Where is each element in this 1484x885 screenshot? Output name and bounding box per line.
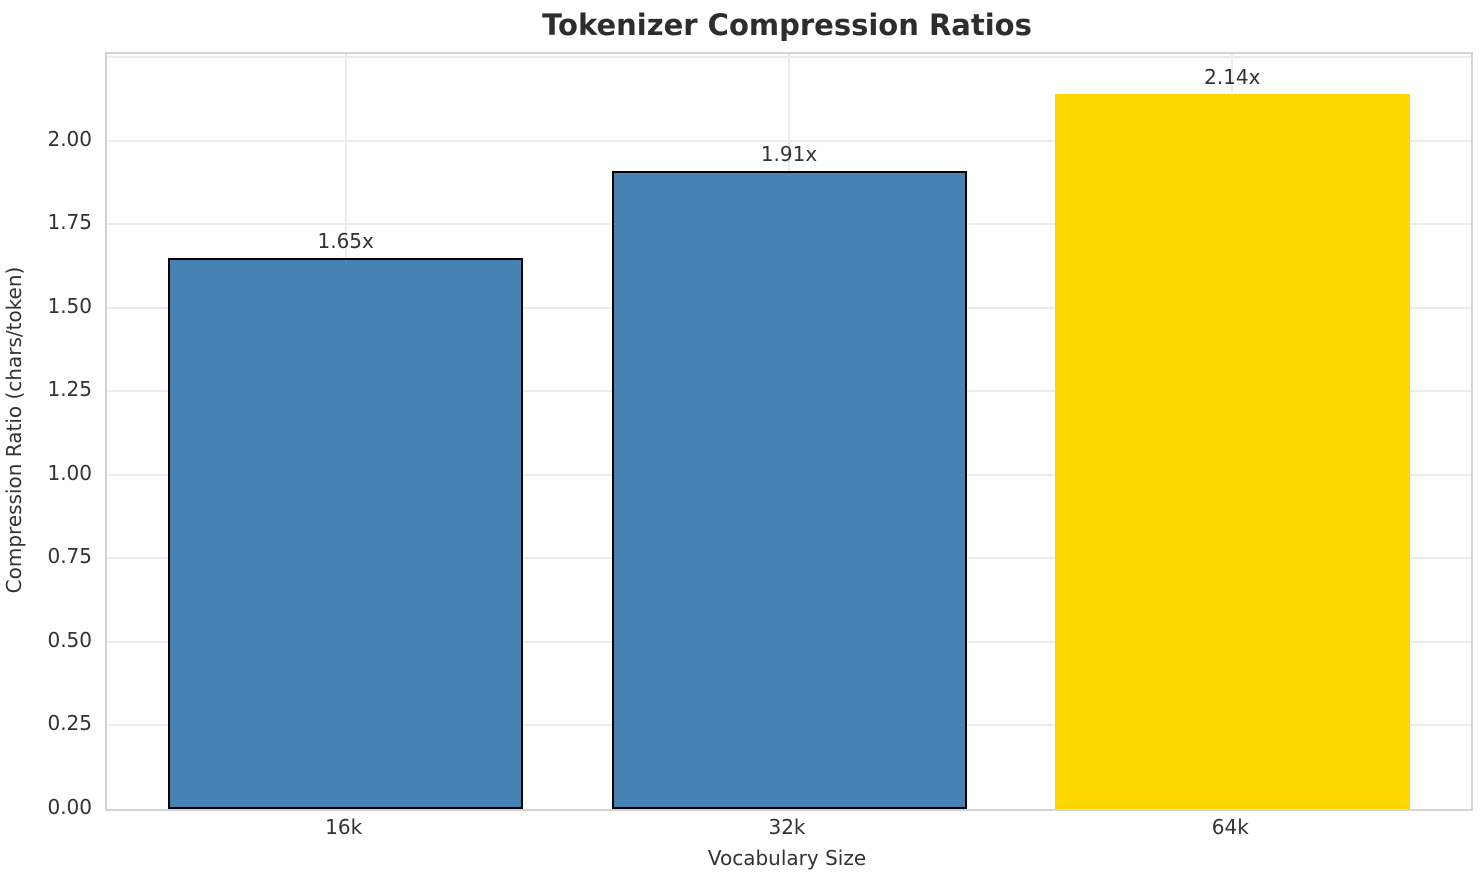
- y-tick-label: 2.00: [47, 126, 92, 151]
- x-tick-label-16k: 16k: [325, 815, 363, 839]
- plot-area: 1.65x 1.91x 2.14x: [105, 52, 1473, 811]
- x-axis-title: Vocabulary Size: [707, 846, 867, 870]
- bar-32k: [612, 171, 967, 809]
- y-tick-label: 0.25: [47, 711, 92, 736]
- x-axis-tick-labels: 16k 32k 64k: [105, 815, 1469, 843]
- bar-64k: [1055, 94, 1410, 809]
- y-axis-title: Compression Ratio (chars/token): [2, 266, 26, 594]
- x-tick-label-64k: 64k: [1211, 815, 1249, 839]
- y-tick-label: 0.50: [47, 627, 92, 652]
- bar-16k: [168, 258, 523, 809]
- y-tick-label: 0.75: [47, 544, 92, 569]
- x-tick-label-32k: 32k: [768, 815, 806, 839]
- y-axis-tick-labels: 0.00 0.25 0.50 0.75 1.00 1.25 1.50 1.75 2.00: [0, 52, 92, 819]
- y-tick-label: 1.00: [47, 460, 92, 485]
- bar-value-label-64k: 2.14x: [1204, 65, 1261, 89]
- y-tick-label: 1.50: [47, 293, 92, 318]
- y-tick-label: 0.00: [47, 795, 92, 819]
- y-tick-label: 1.75: [47, 210, 92, 235]
- y-tick-label: 1.25: [47, 377, 92, 402]
- bar-value-label-16k: 1.65x: [317, 229, 374, 253]
- bar-value-label-32k: 1.91x: [760, 142, 818, 166]
- chart-title: Tokenizer Compression Ratios: [542, 8, 1032, 42]
